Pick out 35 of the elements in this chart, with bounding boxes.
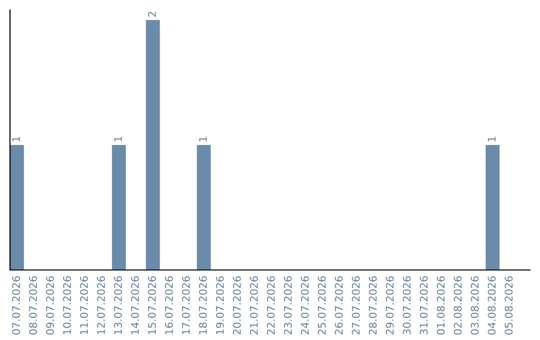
data-label: 1: [12, 136, 20, 142]
x-tick-label: 30.07.2026: [402, 276, 411, 334]
x-tick-label: 16.07.2026: [165, 276, 173, 334]
x-tick-label: 27.07.2026: [352, 276, 360, 334]
x-tick-label: 03.08.2026: [470, 276, 479, 335]
x-tick-label: 20.07.2026: [232, 276, 241, 334]
x-tick-label: 12.07.2026: [97, 276, 105, 334]
data-label: 1: [199, 136, 207, 142]
x-tick-label: 25.07.2026: [318, 276, 326, 334]
x-tick-label: 19.07.2026: [216, 276, 224, 334]
x-tick-label: 31.07.2026: [420, 276, 428, 334]
x-tick-label: 04.08.2026: [488, 276, 496, 335]
x-tick-label: 14.07.2026: [131, 276, 139, 334]
x-tick-label: 23.07.2026: [284, 276, 292, 334]
x-tick-label: 28.07.2026: [368, 276, 377, 334]
x-tick-label: 05.08.2026: [504, 276, 513, 335]
x-tick-label: 18.07.2026: [198, 276, 207, 334]
x-tick-label: 02.08.2026: [454, 276, 462, 335]
x-tick-label: 08.07.2026: [29, 276, 37, 335]
x-tick-label: 22.07.2026: [266, 276, 275, 334]
x-tick-label: 15.07.2026: [148, 276, 156, 334]
x-tick-label: 10.07.2026: [63, 276, 71, 334]
x-tick-label: 07.07.2026: [12, 276, 20, 335]
data-label: 1: [488, 136, 496, 142]
x-tick-label: 26.07.2026: [334, 276, 343, 334]
x-tick-label: 13.07.2026: [114, 276, 122, 334]
x-tick-label: 09.07.2026: [46, 276, 54, 335]
x-tick-label: 11.07.2026: [80, 276, 88, 334]
data-label: 2: [148, 12, 156, 17]
x-tick-label: 24.07.2026: [300, 276, 309, 334]
x-tick-label: 01.08.2026: [436, 276, 445, 335]
x-tick-label: 17.07.2026: [182, 276, 190, 334]
data-label: 1: [114, 136, 122, 142]
x-tick-label: 21.07.2026: [250, 276, 258, 334]
x-tick-label: 29.07.2026: [386, 276, 394, 334]
